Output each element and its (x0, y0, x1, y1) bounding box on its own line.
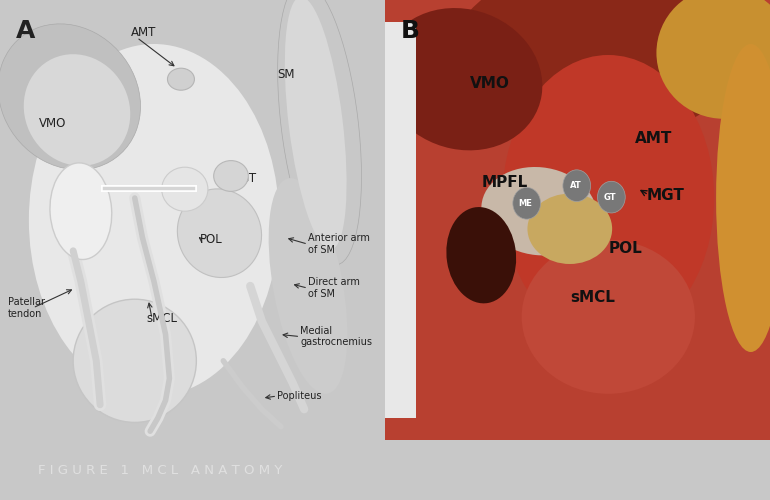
Text: SM: SM (277, 68, 295, 82)
Ellipse shape (0, 24, 140, 170)
Text: B: B (400, 19, 420, 43)
Text: POL: POL (200, 234, 223, 246)
Text: A: A (15, 19, 35, 43)
Text: POL: POL (608, 241, 642, 256)
Ellipse shape (29, 44, 279, 396)
Ellipse shape (213, 160, 248, 192)
Text: Patellar
tendon: Patellar tendon (8, 297, 45, 319)
Ellipse shape (73, 299, 196, 422)
Ellipse shape (453, 0, 741, 141)
Ellipse shape (716, 44, 770, 352)
Ellipse shape (447, 207, 516, 304)
Text: Popliteus: Popliteus (277, 391, 322, 401)
Text: Anterior arm
of SM: Anterior arm of SM (308, 234, 370, 255)
Text: ME: ME (518, 199, 533, 208)
Text: Medial
gastrocnemius: Medial gastrocnemius (300, 326, 373, 347)
Text: VMO: VMO (470, 76, 510, 91)
Ellipse shape (50, 163, 112, 260)
Circle shape (563, 170, 591, 202)
Ellipse shape (285, 0, 346, 250)
Ellipse shape (177, 189, 262, 278)
Ellipse shape (24, 54, 130, 166)
Text: MGT: MGT (647, 188, 685, 204)
Ellipse shape (527, 194, 612, 264)
Ellipse shape (522, 240, 695, 394)
Ellipse shape (162, 167, 208, 211)
Text: AMT: AMT (635, 131, 673, 146)
Circle shape (513, 188, 541, 219)
Circle shape (598, 182, 625, 213)
Text: AT: AT (570, 181, 581, 190)
Text: MGT: MGT (231, 172, 257, 184)
Ellipse shape (656, 0, 770, 119)
Ellipse shape (382, 8, 542, 150)
Bar (385, 22, 416, 418)
Text: MPFL: MPFL (58, 185, 88, 198)
Text: sMCL: sMCL (570, 290, 614, 304)
Text: Direct arm
of SM: Direct arm of SM (308, 278, 360, 299)
Ellipse shape (168, 68, 194, 90)
Ellipse shape (269, 178, 347, 394)
Text: VMO: VMO (38, 116, 66, 130)
Text: MPFL: MPFL (481, 175, 527, 190)
Ellipse shape (481, 167, 597, 256)
Text: AMT: AMT (131, 26, 156, 40)
Text: GT: GT (604, 192, 617, 202)
Text: sMCL: sMCL (146, 312, 177, 326)
Ellipse shape (278, 0, 361, 265)
Text: F I G U R E   1   M C L   A N A T O M Y: F I G U R E 1 M C L A N A T O M Y (38, 464, 283, 476)
Ellipse shape (502, 55, 715, 341)
